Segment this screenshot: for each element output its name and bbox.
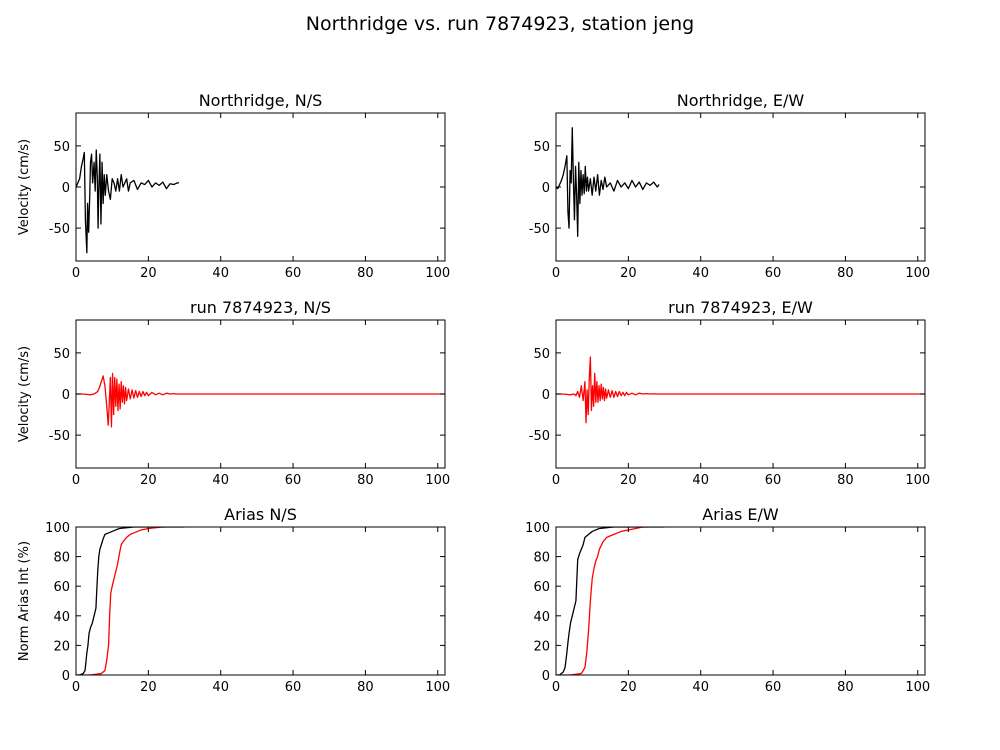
series-line-0 [556,356,925,424]
y-tick-label: -50 [529,222,550,237]
x-tick-label: 60 [285,266,302,281]
y-axis-label: Velocity (cm/s) [17,139,32,235]
subplot-title: Arias E/W [702,505,779,524]
x-tick-label: 0 [552,680,560,695]
y-tick-label: 0 [62,669,70,684]
x-tick-label: 0 [552,266,560,281]
x-tick-label: 20 [140,680,157,695]
x-tick-label: 20 [620,680,637,695]
y-tick-label: 0 [62,388,70,403]
y-tick-label: 0 [62,181,70,196]
x-tick-label: 40 [212,266,229,281]
panel-run-ns: 0 20 40 60 80 100 -50 0 50 run 7874923, N/S Veloci… [17,298,450,488]
series-line-0 [556,127,660,237]
y-axis-label: Velocity (cm/s) [17,346,32,442]
x-tick-label: 20 [620,266,637,281]
x-tick-label: 60 [765,473,782,488]
x-tick-label: 80 [357,680,374,695]
x-tick-label: 100 [905,473,930,488]
x-tick-label: 40 [212,473,229,488]
y-tick-label: 20 [53,639,70,654]
x-tick-label: 100 [425,473,450,488]
y-tick-label: 40 [533,610,550,625]
y-tick-label: 50 [53,347,70,362]
x-tick-label: 40 [692,473,709,488]
x-tick-label: 20 [140,266,157,281]
x-tick-label: 80 [837,680,854,695]
x-tick-label: 100 [425,680,450,695]
panel-northridge-ew: 0 20 40 60 80 100 -50 0 50 Northridge, E/W [529,91,930,281]
panel-run-ew: 0 20 40 60 80 100 -50 0 50 run 7874923, E/W [529,298,930,488]
y-tick-label: 100 [45,521,70,536]
series-line-1 [556,527,647,675]
y-tick-label: 80 [533,551,550,566]
panel-arias-ew: 0 20 40 60 80 100 0 20 40 60 80 100 Arias E/W [525,505,930,695]
axes-frame [75,526,446,676]
y-axis-label: Norm Arias Int (%) [17,541,32,661]
x-tick-label: 0 [72,473,80,488]
x-tick-label: 100 [905,266,930,281]
y-tick-label: 0 [542,181,550,196]
y-tick-label: 50 [53,140,70,155]
y-tick-label: 80 [53,551,70,566]
y-tick-label: 0 [542,669,550,684]
series-line-1 [76,527,167,675]
y-tick-label: 0 [542,388,550,403]
x-tick-label: 100 [425,266,450,281]
x-tick-label: 100 [905,680,930,695]
axes-frame [555,526,926,676]
y-tick-label: -50 [49,429,70,444]
panel-northridge-ns: 0 20 40 60 80 100 -50 0 50 Northridge, N/S Velocit… [17,91,450,281]
x-tick-label: 0 [72,680,80,695]
figure-title: Northridge vs. run 7874923, station jeng [306,13,694,35]
subplot-title: Northridge, N/S [199,91,323,110]
subplot-title: run 7874923, E/W [668,298,813,317]
series-line-0 [556,527,665,675]
y-tick-label: 50 [533,347,550,362]
y-tick-label: -50 [529,429,550,444]
x-tick-label: 80 [357,473,374,488]
x-tick-label: 60 [765,680,782,695]
x-tick-label: 0 [552,473,560,488]
y-tick-label: 100 [525,521,550,536]
x-tick-label: 40 [212,680,229,695]
axes-frame [75,112,446,262]
x-tick-label: 80 [357,266,374,281]
y-tick-label: 60 [53,580,70,595]
subplot-title: run 7874923, N/S [190,298,331,317]
series-line-0 [76,372,445,428]
axes-frame [555,112,926,262]
x-tick-label: 60 [285,473,302,488]
y-tick-label: 40 [53,610,70,625]
series-line-0 [76,149,180,254]
x-tick-label: 40 [692,266,709,281]
x-tick-label: 60 [765,266,782,281]
series-line-0 [76,527,185,675]
subplot-title: Arias N/S [224,505,297,524]
y-tick-label: 60 [533,580,550,595]
y-tick-label: 50 [533,140,550,155]
y-tick-label: -50 [49,222,70,237]
x-tick-label: 0 [72,266,80,281]
y-tick-label: 20 [533,639,550,654]
x-tick-label: 20 [140,473,157,488]
x-tick-label: 20 [620,473,637,488]
x-tick-label: 80 [837,473,854,488]
x-tick-label: 80 [837,266,854,281]
x-tick-label: 40 [692,680,709,695]
subplot-title: Northridge, E/W [677,91,805,110]
panel-arias-ns: 0 20 40 60 80 100 0 20 40 60 80 100 Arias N/S Norm Ar… [17,505,450,695]
x-tick-label: 60 [285,680,302,695]
